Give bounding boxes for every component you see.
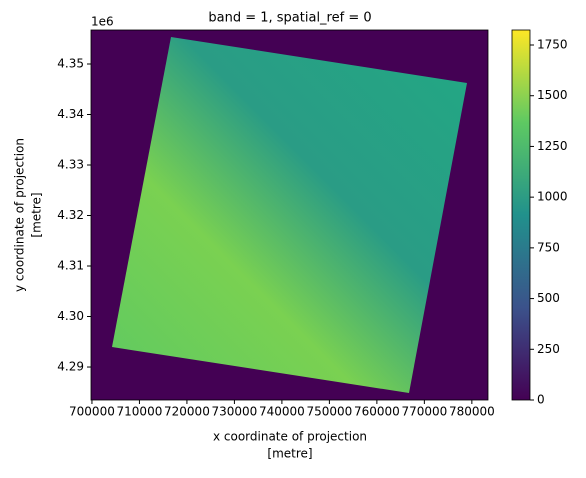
chart-title: band = 1, spatial_ref = 0: [208, 11, 371, 26]
colorbar-tick-label: 250: [537, 342, 560, 356]
colorbar-tick-label: 500: [537, 291, 560, 305]
colorbar-tick-label: 0: [537, 393, 545, 407]
y-axis-label: y coordinate of projection: [13, 138, 27, 292]
x-axis-label: x coordinate of projection: [213, 430, 367, 444]
y-tick-label: 4.32: [57, 208, 84, 222]
axes-frame: [90, 29, 489, 401]
x-tick-label: 740000: [259, 405, 305, 419]
colorbar-tick-label: 1250: [537, 139, 568, 153]
colorbar: [511, 29, 531, 401]
y-tick-label: 4.29: [57, 360, 84, 374]
x-tick-label: 730000: [212, 405, 258, 419]
x-tick-label: 710000: [117, 405, 163, 419]
x-axis-label: [metre]: [267, 447, 312, 461]
y-tick-label: 4.31: [57, 259, 84, 273]
raster-image: [112, 37, 467, 393]
y-tick-label: 4.30: [57, 309, 84, 323]
y-offset-label: 1e6: [91, 15, 114, 29]
x-tick-label: 700000: [69, 405, 115, 419]
colorbar-tick-label: 1000: [537, 190, 568, 204]
y-axis-label: [metre]: [30, 192, 44, 237]
x-tick-label: 770000: [401, 405, 447, 419]
colorbar-tick-label: 750: [537, 240, 560, 254]
colorbar-tick-label: 1500: [537, 88, 568, 102]
x-tick-label: 760000: [354, 405, 400, 419]
y-tick-label: 4.33: [57, 158, 84, 172]
x-tick-label: 750000: [306, 405, 352, 419]
y-tick-label: 4.34: [57, 107, 84, 121]
y-tick-label: 4.35: [57, 56, 84, 70]
x-tick-label: 720000: [164, 405, 210, 419]
colorbar-tick-label: 1750: [537, 38, 568, 52]
x-tick-label: 780000: [449, 405, 495, 419]
